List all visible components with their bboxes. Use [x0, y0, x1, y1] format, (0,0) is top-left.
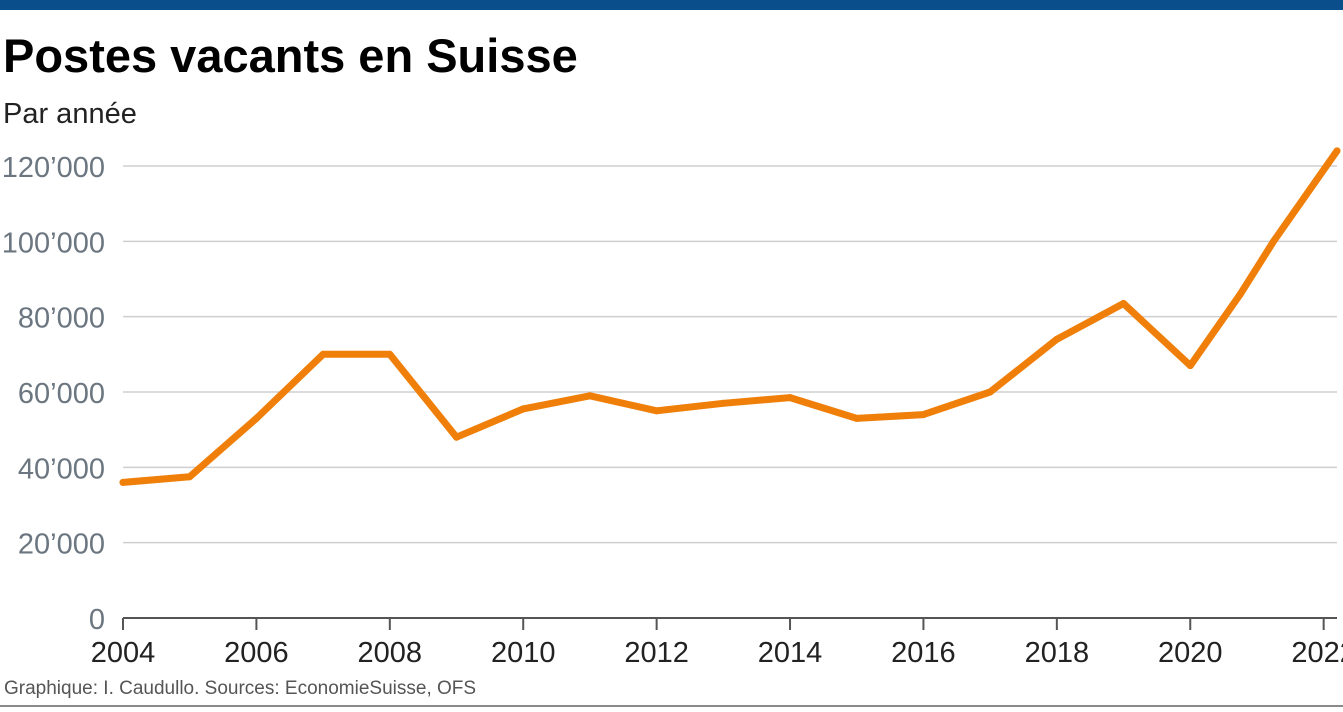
gridlines [123, 165, 1337, 544]
x-tick-label: 2014 [758, 637, 823, 669]
data-point [252, 414, 260, 422]
x-tick-label: 2012 [624, 637, 689, 669]
data-point [586, 392, 594, 400]
data-point [453, 433, 460, 441]
data-point [653, 407, 661, 415]
x-axis [122, 617, 1337, 630]
x-tick-label: 2020 [1158, 637, 1223, 669]
chart-subtitle: Par année [3, 98, 137, 130]
y-tick-label: 0 [89, 604, 105, 636]
data-point [319, 350, 327, 358]
series-group [119, 147, 1341, 486]
data-point [1236, 290, 1244, 298]
y-axis-tick-labels: 0 20’000 40’000 60’000 80’000 100’000 120’000 [2, 152, 105, 636]
top-accent-bar [0, 0, 1343, 10]
bottom-rule [0, 705, 1343, 707]
data-point [386, 350, 394, 358]
x-tick-label: 2018 [1025, 637, 1090, 669]
y-tick-label: 40’000 [18, 453, 105, 485]
data-point [519, 405, 527, 413]
y-tick-label: 80’000 [18, 303, 105, 335]
y-tick-label: 120’000 [2, 152, 105, 184]
x-tick-label: 2010 [491, 637, 556, 669]
data-point [1186, 362, 1194, 370]
data-point [919, 411, 927, 419]
chart-title: Postes vacants en Suisse [3, 29, 578, 82]
data-point [186, 473, 194, 481]
x-tick-label: 2022 [1291, 637, 1343, 669]
data-point [786, 394, 794, 402]
source-credits: Graphique: I. Caudullo. Sources: Economi… [4, 678, 477, 699]
series-line [119, 147, 1341, 486]
data-point [1053, 335, 1061, 343]
data-point [1120, 300, 1127, 307]
y-tick-label: 20’000 [18, 529, 105, 561]
y-tick-label: 60’000 [18, 378, 105, 410]
data-point [853, 414, 861, 422]
x-tick-label: 2004 [91, 637, 156, 669]
x-tick-label: 2016 [891, 637, 956, 669]
x-axis-tick-labels: 2004 2006 2008 2010 2012 2014 2016 2018 2020 2022 [91, 637, 1343, 669]
x-tick-label: 2006 [224, 637, 289, 669]
data-point [119, 478, 127, 486]
x-tick-label: 2008 [358, 637, 423, 669]
data-point [986, 388, 994, 396]
data-point [719, 399, 727, 407]
data-point [1333, 147, 1341, 155]
data-point [1270, 237, 1278, 245]
y-tick-label: 100’000 [2, 227, 105, 259]
